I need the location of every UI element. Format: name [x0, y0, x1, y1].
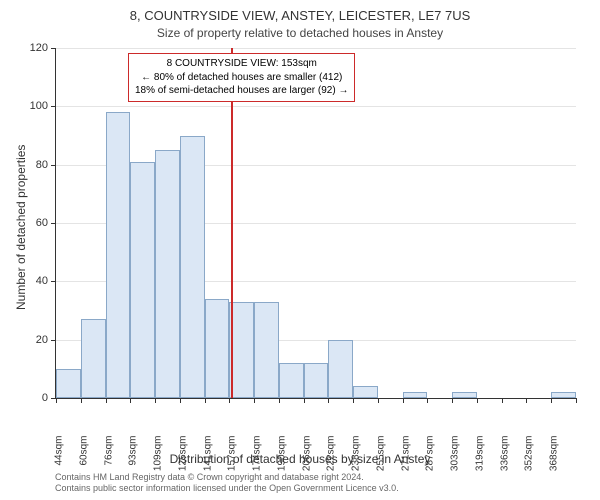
histogram-bar — [304, 363, 329, 398]
annotation-line: 18% of semi-detached houses are larger (… — [135, 84, 348, 98]
x-tick-mark — [279, 398, 280, 403]
chart-footer: Contains HM Land Registry data © Crown c… — [55, 472, 399, 495]
x-tick-mark — [205, 398, 206, 403]
x-tick-mark — [81, 398, 82, 403]
y-tick-label: 60 — [8, 217, 48, 229]
y-tick-mark — [51, 106, 56, 107]
histogram-bar — [81, 319, 106, 398]
x-tick-mark — [130, 398, 131, 403]
histogram-bar — [328, 340, 353, 398]
x-tick-mark — [56, 398, 57, 403]
annotation-box: 8 COUNTRYSIDE VIEW: 153sqm← 80% of detac… — [128, 53, 355, 102]
x-tick-mark — [427, 398, 428, 403]
y-tick-label: 100 — [8, 100, 48, 112]
histogram-bar — [229, 302, 254, 398]
x-tick-mark — [477, 398, 478, 403]
grid-line — [56, 106, 576, 107]
histogram-bar — [180, 136, 205, 399]
x-tick-mark — [403, 398, 404, 403]
x-tick-mark — [180, 398, 181, 403]
histogram-bar — [279, 363, 304, 398]
x-tick-mark — [502, 398, 503, 403]
x-tick-mark — [576, 398, 577, 403]
histogram-bar — [56, 369, 81, 398]
x-tick-mark — [254, 398, 255, 403]
chart-title-sub: Size of property relative to detached ho… — [0, 26, 600, 40]
histogram-bar — [452, 392, 477, 398]
y-tick-mark — [51, 165, 56, 166]
annotation-line: ← 80% of detached houses are smaller (41… — [135, 71, 348, 85]
histogram-bar — [155, 150, 180, 398]
y-tick-mark — [51, 223, 56, 224]
histogram-bar — [254, 302, 279, 398]
grid-line — [56, 48, 576, 49]
y-tick-label: 40 — [8, 275, 48, 287]
plot-area: 02040608010012044sqm60sqm76sqm93sqm109sq… — [55, 48, 576, 399]
y-tick-mark — [51, 48, 56, 49]
y-tick-mark — [51, 340, 56, 341]
y-tick-label: 80 — [8, 159, 48, 171]
y-tick-label: 0 — [8, 392, 48, 404]
chart-container: { "title_main": "8, COUNTRYSIDE VIEW, AN… — [0, 0, 600, 500]
histogram-bar — [403, 392, 428, 398]
histogram-bar — [353, 386, 378, 398]
x-tick-mark — [304, 398, 305, 403]
y-tick-label: 120 — [8, 42, 48, 54]
histogram-bar — [551, 392, 576, 398]
annotation-line: 8 COUNTRYSIDE VIEW: 153sqm — [135, 57, 348, 71]
x-tick-mark — [353, 398, 354, 403]
x-tick-mark — [229, 398, 230, 403]
histogram-bar — [130, 162, 155, 398]
x-tick-mark — [378, 398, 379, 403]
x-axis-label: Distribution of detached houses by size … — [0, 452, 600, 466]
x-tick-mark — [526, 398, 527, 403]
histogram-bar — [106, 112, 131, 398]
x-tick-mark — [106, 398, 107, 403]
y-tick-mark — [51, 281, 56, 282]
histogram-bar — [205, 299, 230, 398]
footer-line-2: Contains public sector information licen… — [55, 483, 399, 494]
x-tick-mark — [155, 398, 156, 403]
x-tick-mark — [328, 398, 329, 403]
x-tick-mark — [452, 398, 453, 403]
chart-title-main: 8, COUNTRYSIDE VIEW, ANSTEY, LEICESTER, … — [0, 8, 600, 23]
y-tick-label: 20 — [8, 334, 48, 346]
x-tick-mark — [551, 398, 552, 403]
footer-line-1: Contains HM Land Registry data © Crown c… — [55, 472, 399, 483]
